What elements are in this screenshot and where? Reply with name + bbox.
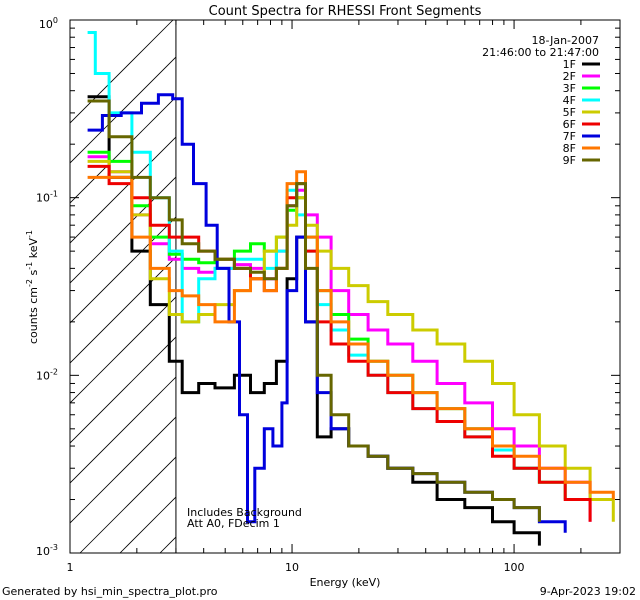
annotation-background: Includes Background bbox=[187, 506, 302, 519]
excluded-energy-hatch bbox=[70, 20, 640, 553]
y-tick-label: 10-1 bbox=[36, 190, 58, 205]
x-tick-label: 1 bbox=[67, 561, 74, 574]
plot-frame bbox=[69, 19, 621, 554]
annotation-attenuator: Att A0, FDecim 1 bbox=[187, 517, 280, 530]
y-tick-label: 10-2 bbox=[36, 367, 58, 382]
hatch-line bbox=[70, 216, 176, 324]
x-axis-label: Energy (keV) bbox=[310, 576, 381, 589]
series-layer bbox=[87, 31, 615, 546]
footer-timestamp: 9-Apr-2023 19:02 bbox=[540, 585, 636, 598]
hatch-line bbox=[70, 20, 174, 124]
hatch-line bbox=[70, 256, 176, 364]
legend-label-6f: 6F bbox=[563, 118, 576, 131]
hatch-line bbox=[240, 20, 640, 553]
y-label-part: counts cm bbox=[27, 287, 40, 344]
hatch-line bbox=[70, 416, 176, 524]
chart-title: Count Spectra for RHESSI Front Segments bbox=[209, 4, 482, 19]
legend-label-3f: 3F bbox=[563, 82, 576, 95]
legend-label-2f: 2F bbox=[563, 70, 576, 83]
y-label-exp: -2 bbox=[25, 279, 34, 287]
time-range-label: 21:46:00 to 21:47:00 bbox=[482, 46, 599, 59]
legend-label-5f: 5F bbox=[563, 106, 576, 119]
legend-label-9f: 9F bbox=[563, 154, 576, 167]
y-label-part: keV bbox=[27, 238, 40, 262]
hatch-line bbox=[70, 376, 176, 484]
hatch-line bbox=[79, 456, 176, 553]
hatch-line bbox=[70, 56, 176, 164]
series-line-9f bbox=[87, 99, 541, 522]
legend-label-7f: 7F bbox=[563, 130, 576, 143]
series-line-4f bbox=[87, 31, 541, 483]
y-label-part: s bbox=[27, 269, 40, 278]
footer-generator: Generated by hsi_min_spectra_plot.pro bbox=[2, 585, 218, 598]
y-label-exp: -1 bbox=[25, 262, 34, 270]
legend-label-1f: 1F bbox=[563, 58, 576, 71]
y-tick-label: 10-3 bbox=[36, 543, 58, 558]
y-axis-label: counts cm-2 s-1 keV-1 bbox=[25, 230, 40, 344]
hatch-line bbox=[70, 296, 176, 404]
legend-label-8f: 8F bbox=[563, 142, 576, 155]
series-line-8f bbox=[87, 170, 615, 500]
y-label-exp: -1 bbox=[25, 230, 34, 238]
legend-label-4f: 4F bbox=[563, 94, 576, 107]
y-tick-label: 100 bbox=[39, 16, 58, 31]
hatch-line bbox=[70, 176, 176, 284]
hatch-line bbox=[70, 96, 176, 204]
x-tick-label: 100 bbox=[504, 561, 525, 574]
x-tick-label: 10 bbox=[285, 561, 299, 574]
date-label: 18-Jan-2007 bbox=[532, 34, 600, 47]
axis-ticks: 1 10 100 100 10-1 10-2 10-3 bbox=[36, 16, 621, 574]
series-line-6f bbox=[87, 164, 592, 522]
